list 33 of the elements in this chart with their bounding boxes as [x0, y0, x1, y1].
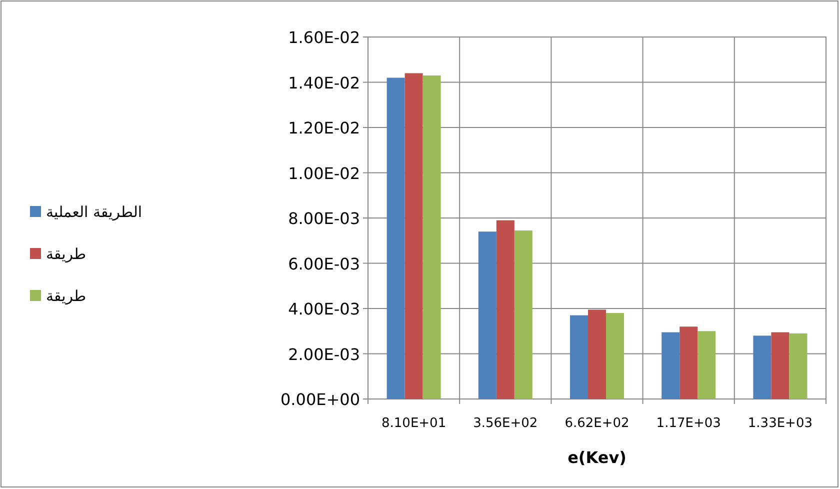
bar: [588, 310, 606, 399]
bar: [698, 331, 716, 399]
bar: [570, 315, 588, 399]
legend-label: طريقة: [46, 287, 86, 305]
bar: [404, 73, 423, 399]
y-tick-label: 1.40E-02: [288, 73, 360, 92]
bar: [514, 230, 532, 399]
y-tick-label: 2.00E-03: [288, 344, 360, 364]
y-tick-label: 1.00E-02: [288, 164, 360, 183]
x-tick-label: 1.17E+03: [656, 416, 721, 431]
bar: [753, 336, 772, 399]
bar: [478, 232, 496, 399]
bar: [386, 78, 405, 399]
bar: [680, 326, 698, 399]
legend-label: الطريقة العملية: [46, 203, 142, 221]
bar: [606, 313, 624, 399]
bar: [496, 220, 514, 399]
bar: [789, 333, 808, 399]
bar: [662, 332, 680, 399]
y-tick-label: 6.00E-03: [288, 254, 360, 274]
bar: [771, 332, 790, 399]
x-tick-label: 3.56E+02: [473, 416, 538, 431]
x-tick-label: 8.10E+01: [382, 416, 446, 431]
x-tick-label: 6.62E+02: [564, 416, 630, 431]
legend-label: طريقة: [46, 245, 86, 263]
y-tick-label: 4.00E-03: [288, 300, 360, 318]
y-tick-label: 8.00E-03: [288, 209, 360, 228]
y-tick-label: 1.20E-02: [288, 118, 360, 138]
y-tick-label: 1.60E-02: [288, 28, 360, 47]
x-axis-title: e(Kev): [568, 448, 626, 467]
bar: [422, 75, 441, 399]
x-tick-label: 1.33E+03: [748, 416, 812, 431]
y-tick-label: 0.00E+00: [280, 390, 360, 409]
